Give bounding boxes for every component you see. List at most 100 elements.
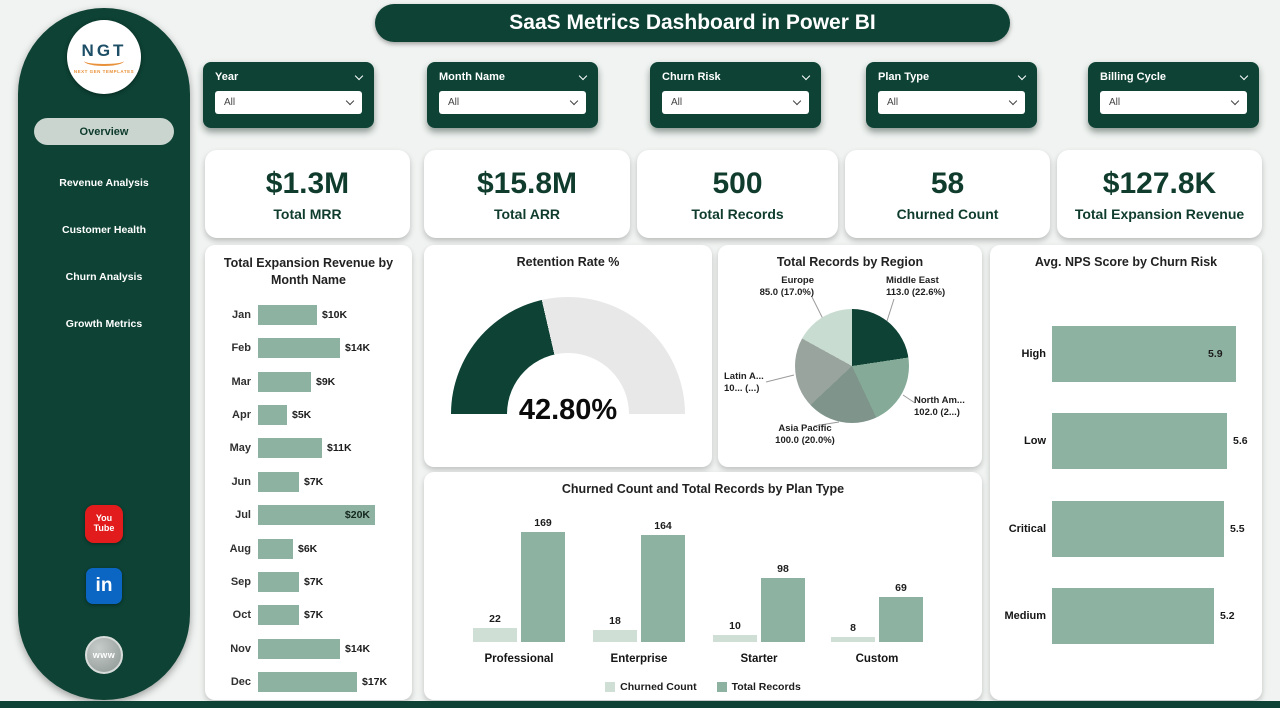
- sidebar-item-growth-metrics[interactable]: Growth Metrics: [65, 318, 143, 330]
- chart-title: Total Expansion Revenue by Month Name: [223, 256, 394, 287]
- chevron-down-icon: [1008, 96, 1018, 106]
- value-label: 8: [850, 622, 856, 634]
- filter-value: All: [1109, 97, 1121, 108]
- filter-dropdown[interactable]: All: [439, 91, 586, 114]
- pie-chart[interactable]: [795, 309, 909, 423]
- value-label: $10K: [322, 309, 348, 321]
- column-churned-count[interactable]: [831, 637, 875, 642]
- bar-row-jul: Jul $20K: [217, 505, 408, 526]
- column-churned-count[interactable]: [473, 628, 517, 642]
- website-globe-icon[interactable]: www: [85, 636, 123, 674]
- dashboard-title: SaaS Metrics Dashboard in Power BI: [375, 4, 1010, 42]
- bar-aug[interactable]: [258, 538, 293, 559]
- kpi-total-records: 500 Total Records: [637, 150, 838, 238]
- filter-value: All: [671, 97, 683, 108]
- sidebar-item-customer-health[interactable]: Customer Health: [61, 224, 146, 236]
- sidebar-item-churn-analysis[interactable]: Churn Analysis: [65, 271, 143, 283]
- column-total-records[interactable]: [761, 578, 805, 642]
- chevron-down-icon[interactable]: [801, 71, 811, 80]
- bar-critical[interactable]: [1052, 501, 1224, 557]
- column-churned-count[interactable]: [713, 635, 757, 642]
- filter-dropdown[interactable]: All: [215, 91, 362, 114]
- bar-mar[interactable]: [258, 371, 311, 392]
- chart-title: Avg. NPS Score by Churn Risk: [1034, 255, 1218, 269]
- value-label: $17K: [362, 675, 388, 688]
- kpi-total-mrr: $1.3M Total MRR: [205, 150, 410, 238]
- bottom-accent-strip: [0, 701, 1280, 708]
- category-label: High: [1021, 348, 1046, 360]
- bar-nov[interactable]: [258, 638, 340, 659]
- column-total-records[interactable]: [641, 535, 685, 642]
- chevron-down-icon: [345, 96, 355, 106]
- filter-header: Billing Cycle: [1100, 71, 1249, 83]
- bar-apr[interactable]: [258, 405, 287, 426]
- bar-sep[interactable]: [258, 571, 299, 592]
- chart-records-by-region: Total Records by Region Middle East 113.0…: [718, 245, 982, 467]
- legend-item-total-records[interactable]: Total Records: [716, 681, 801, 693]
- ngt-logo: NGT NEXT GEN TEMPLATES: [67, 20, 141, 94]
- value-label: 10: [729, 620, 741, 632]
- chevron-down-icon: [792, 96, 802, 106]
- value-label: $11K: [327, 442, 352, 455]
- nps-row-high: High 5.9: [998, 323, 1248, 385]
- filter-value: All: [224, 97, 236, 108]
- bar-medium[interactable]: [1052, 588, 1214, 644]
- filter-label: Month Name: [439, 71, 505, 83]
- category-label: Mar: [231, 375, 251, 388]
- logo-subtext: NEXT GEN TEMPLATES: [73, 68, 135, 74]
- bar-dec[interactable]: [258, 671, 357, 692]
- category-label: May: [229, 442, 251, 455]
- bar-low[interactable]: [1052, 413, 1227, 469]
- gauge-clip: [451, 297, 685, 419]
- bar-jan[interactable]: [258, 305, 317, 325]
- pie-label-latin-america: Latin A... 10... (...): [724, 371, 764, 394]
- sidebar-item-overview[interactable]: Overview: [34, 118, 174, 145]
- filter-plan-type: Plan Type All: [866, 62, 1037, 128]
- kpi-total-expansion-revenue: $127.8K Total Expansion Revenue: [1057, 150, 1262, 238]
- chart-nps-by-churn-risk: Avg. NPS Score by Churn Risk High 5.9 Low 5…: [990, 245, 1262, 700]
- sidebar-item-revenue-analysis[interactable]: Revenue Analysis: [59, 177, 149, 189]
- bar-jul[interactable]: $20K: [258, 505, 375, 526]
- chevron-down-icon[interactable]: [578, 71, 588, 80]
- bar-feb[interactable]: [258, 338, 340, 359]
- filter-dropdown[interactable]: All: [1100, 91, 1247, 114]
- filter-header: Churn Risk: [662, 71, 811, 83]
- chevron-down-icon[interactable]: [354, 71, 364, 80]
- legend-swatch: [605, 682, 616, 692]
- kpi-churned-count: 58 Churned Count: [845, 150, 1050, 238]
- chart-legend: Churned Count Total Records: [424, 681, 982, 693]
- linkedin-icon[interactable]: in: [86, 568, 122, 604]
- kpi-label: Total Records: [691, 205, 784, 222]
- column-total-records[interactable]: [521, 532, 565, 642]
- category-label: Nov: [230, 642, 251, 655]
- bar-row-may: May $11K: [217, 438, 408, 459]
- youtube-icon[interactable]: You Tube: [85, 505, 123, 543]
- filter-dropdown[interactable]: All: [878, 91, 1025, 114]
- category-label: Apr: [232, 409, 251, 422]
- kpi-value: 58: [930, 166, 965, 200]
- column-total-records[interactable]: [879, 597, 923, 642]
- bar-jun[interactable]: [258, 471, 299, 492]
- filter-dropdown[interactable]: All: [662, 91, 809, 114]
- category-label: Oct: [232, 609, 251, 622]
- value-label: 5.6: [1233, 435, 1248, 447]
- pie-label-north-america: North Am... 102.0 (2...): [914, 395, 965, 418]
- kpi-value: $127.8K: [1102, 166, 1217, 200]
- category-label: Starter: [740, 653, 778, 665]
- column-group-enterprise: 18 164 Enterprise: [584, 510, 694, 675]
- column-group-starter: 10 98 Starter: [704, 510, 814, 675]
- chevron-down-icon: [569, 96, 579, 106]
- category-label: Sep: [230, 575, 251, 588]
- value-label: $14K: [345, 342, 371, 355]
- chevron-down-icon[interactable]: [1239, 71, 1249, 80]
- bar-high[interactable]: [1052, 326, 1236, 382]
- column-churned-count[interactable]: [593, 630, 637, 642]
- value-label: $6K: [298, 542, 318, 555]
- chevron-down-icon[interactable]: [1017, 71, 1027, 80]
- bar-may[interactable]: [258, 438, 322, 459]
- nps-bar-rows: High 5.9 Low 5.6 Critical 5.5 Medium 5.2: [998, 315, 1248, 690]
- kpi-value: $1.3M: [265, 166, 350, 200]
- bar-oct[interactable]: [258, 605, 299, 626]
- retention-gauge[interactable]: 42.80%: [451, 297, 685, 426]
- legend-item-churned-count[interactable]: Churned Count: [605, 681, 697, 693]
